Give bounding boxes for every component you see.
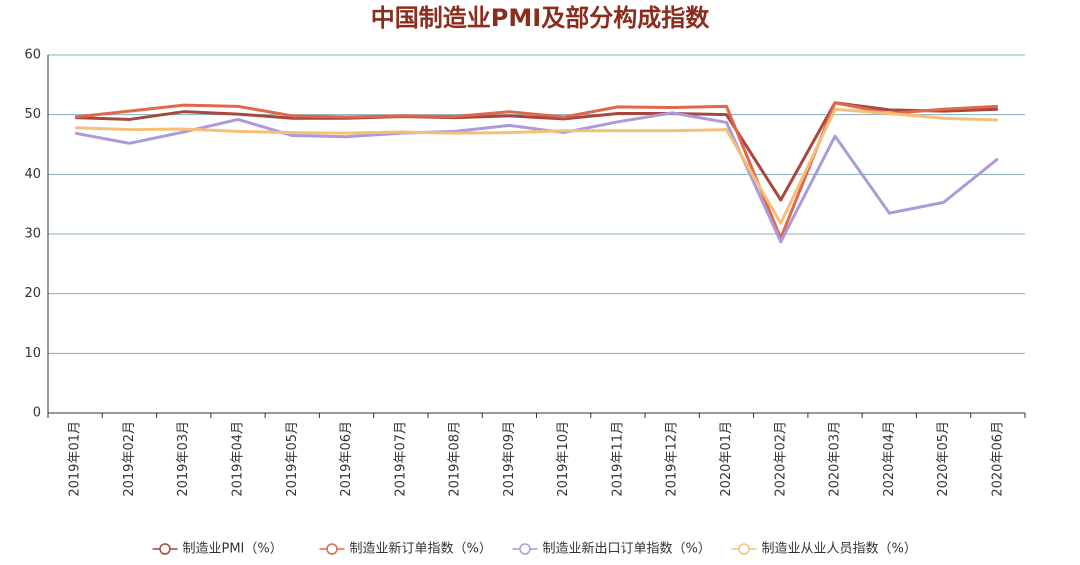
chart-title: 中国制造业PMI及部分构成指数: [371, 4, 710, 32]
x-tick-label: 2019年04月: [230, 421, 245, 497]
x-tick-label: 2019年06月: [339, 421, 354, 497]
series-line: [74, 101, 998, 240]
legend-marker: [326, 543, 338, 555]
x-tick-label: 2020年04月: [882, 421, 897, 497]
x-tick-label: 2019年10月: [556, 421, 571, 497]
legend-item[interactable]: 制造业新出口订单指数（%）: [512, 541, 711, 557]
y-tick-label: 30: [24, 227, 41, 242]
series-line: [75, 101, 998, 202]
series-line: [75, 107, 998, 225]
legend-label: 制造业新订单指数（%）: [350, 541, 492, 557]
y-tick-label: 10: [24, 346, 41, 361]
x-tick-label: 2019年02月: [122, 421, 137, 497]
legend-label: 制造业PMI（%）: [183, 542, 283, 557]
x-tick-label: 2019年01月: [68, 421, 83, 497]
legend-label: 制造业新出口订单指数（%）: [543, 541, 711, 557]
legend: 制造业PMI（%） 制造业新订单指数（%） 制造业新出口订单指数（%） 制造业从业人员…: [152, 541, 917, 557]
x-tick-label: 2020年06月: [990, 421, 1005, 497]
y-tick-label: 0: [33, 406, 41, 421]
series-line: [74, 111, 999, 244]
legend-item[interactable]: 制造业从业人员指数（%）: [731, 542, 917, 557]
x-tick-label: 2019年03月: [176, 421, 191, 497]
x-tick-label: 2020年05月: [936, 421, 951, 497]
x-tick-label: 2019年09月: [502, 421, 517, 497]
legend-marker: [159, 543, 171, 555]
x-tick-label: 2020年02月: [773, 421, 788, 497]
x-tick-label: 2019年08月: [448, 421, 463, 497]
y-tick-label: 40: [24, 167, 41, 182]
y-tick-label: 20: [24, 286, 41, 301]
legend-label: 制造业从业人员指数（%）: [762, 542, 917, 557]
legend-item[interactable]: 制造业PMI（%）: [152, 542, 283, 557]
legend-marker: [738, 543, 750, 555]
x-tick-label: 2020年03月: [828, 421, 843, 497]
x-tick-label: 2019年05月: [285, 421, 300, 497]
y-tick-label: 60: [24, 48, 41, 63]
x-tick-label: 2019年11月: [610, 421, 625, 497]
x-tick-label: 2019年12月: [665, 421, 680, 497]
legend-marker: [519, 543, 531, 555]
x-tick-label: 2019年07月: [393, 421, 408, 497]
y-tick-label: 50: [24, 107, 41, 122]
x-tick-label: 2020年01月: [719, 421, 734, 497]
legend-item[interactable]: 制造业新订单指数（%）: [319, 541, 492, 557]
